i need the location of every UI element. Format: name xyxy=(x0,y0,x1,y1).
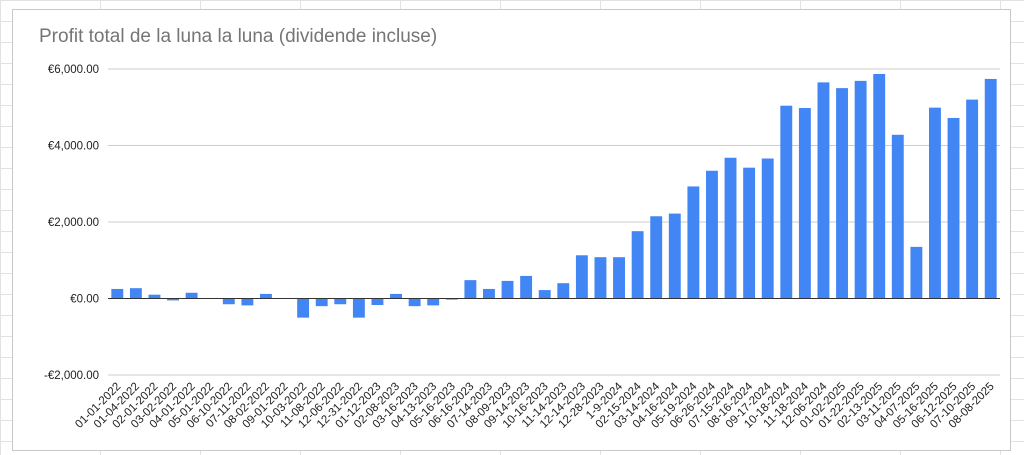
y-tick-label: €2,000.00 xyxy=(48,217,99,229)
bar xyxy=(594,257,607,299)
bar xyxy=(334,298,347,305)
bar xyxy=(817,82,830,299)
bar xyxy=(575,255,588,299)
bar xyxy=(836,88,848,299)
chart-title: Profit total de la luna la luna (dividen… xyxy=(39,26,438,47)
bar xyxy=(557,283,570,299)
bar xyxy=(929,107,941,299)
bar xyxy=(706,170,718,299)
bar xyxy=(984,78,997,299)
chart-card[interactable]: Profit total de la luna la luna (dividen… xyxy=(12,9,1011,451)
bar-chart: €6,000.00 €4,000.00 €2,000.00 €0.00 -€2,000.… xyxy=(44,64,1000,431)
bar xyxy=(315,298,328,307)
bar xyxy=(390,293,402,299)
bar xyxy=(873,73,886,299)
bar xyxy=(724,157,737,299)
x-axis-tick-labels: 01-01-202201-04-202202-01-202203-02-2022… xyxy=(73,380,997,431)
bar xyxy=(129,288,142,299)
bar xyxy=(966,99,979,299)
bar xyxy=(167,298,179,301)
bar xyxy=(445,298,458,300)
bar xyxy=(464,280,477,299)
bar xyxy=(687,186,700,299)
bar xyxy=(854,80,867,299)
y-tick-label: €6,000.00 xyxy=(48,64,99,76)
bar xyxy=(111,288,124,299)
bar xyxy=(427,298,440,306)
bar xyxy=(148,294,161,299)
bar xyxy=(352,298,365,318)
bar xyxy=(631,231,644,299)
y-tick-label: €0.00 xyxy=(70,294,99,306)
bar xyxy=(222,298,235,305)
bar xyxy=(371,298,384,305)
bar xyxy=(743,167,756,299)
bar xyxy=(910,246,923,299)
bar xyxy=(761,158,774,299)
bars xyxy=(111,73,997,318)
bar xyxy=(501,280,514,299)
bar xyxy=(241,298,254,306)
bar xyxy=(483,288,495,299)
bar xyxy=(260,293,272,299)
bar xyxy=(613,257,625,299)
bar xyxy=(947,117,960,299)
bar xyxy=(780,105,793,299)
bar xyxy=(538,290,551,299)
bar xyxy=(891,134,904,299)
y-tick-label: -€2,000.00 xyxy=(44,370,99,382)
bar xyxy=(650,216,663,299)
bar xyxy=(520,275,533,299)
y-axis-tick-labels: €6,000.00 €4,000.00 €2,000.00 €0.00 -€2,000.… xyxy=(44,64,99,382)
y-tick-label: €4,000.00 xyxy=(48,141,99,153)
bar xyxy=(798,108,811,299)
bar xyxy=(408,298,421,307)
bar xyxy=(668,213,681,299)
bar xyxy=(185,292,198,299)
bar xyxy=(297,298,310,318)
